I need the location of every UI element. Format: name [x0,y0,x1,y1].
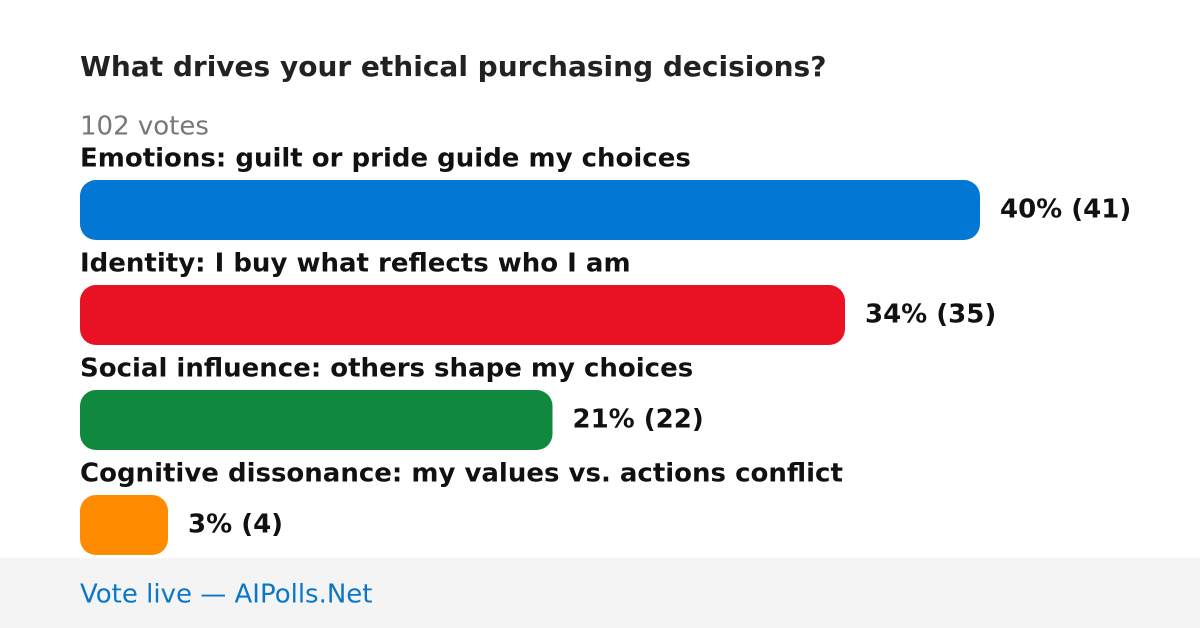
option-label: Emotions: guilt or pride guide my choice… [80,144,691,174]
footer-band [0,558,1200,628]
bar [80,180,980,240]
bar [80,390,553,450]
subtitle: 102 votes [80,112,209,142]
value-label: 3% (4) [188,510,283,540]
value-label: 40% (41) [1000,195,1131,225]
footer-link[interactable]: Vote live — AIPolls.Net [80,580,373,610]
option-label: Social influence: others shape my choice… [80,354,693,384]
option-label: Cognitive dissonance: my values vs. acti… [80,459,843,489]
value-label: 21% (22) [573,405,704,435]
bar [80,285,845,345]
option-label: Identity: I buy what reflects who I am [80,249,631,279]
value-label: 34% (35) [865,300,996,330]
bar [80,495,168,555]
chart-title: What drives your ethical purchasing deci… [80,50,826,83]
